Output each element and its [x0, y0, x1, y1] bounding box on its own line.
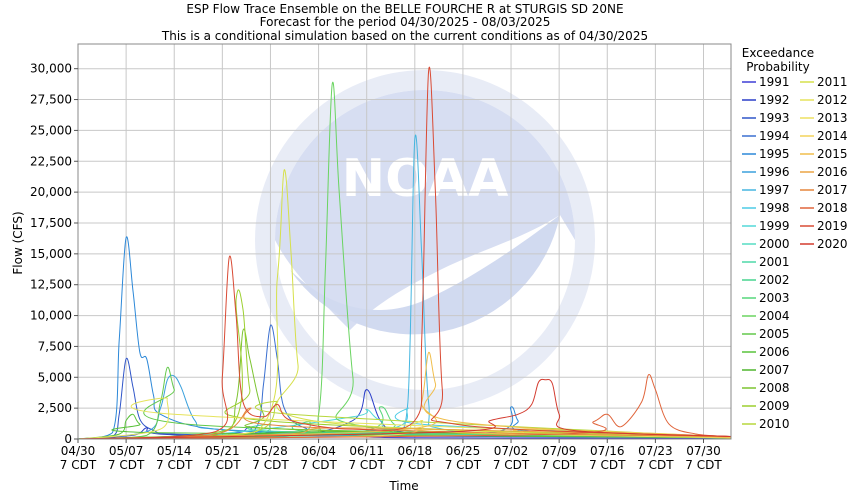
- y-tick-label: 22,500: [30, 154, 72, 168]
- x-tick-label-date: 05/21: [205, 444, 240, 458]
- y-tick-label: 10,000: [30, 309, 72, 323]
- y-axis-title: Flow (CFS): [11, 211, 25, 274]
- legend-label-1997: 1997: [759, 183, 790, 197]
- x-tick-label-time: 7 CDT: [637, 458, 674, 472]
- x-tick-label-time: 7 CDT: [589, 458, 626, 472]
- y-tick-label: 15,000: [30, 247, 72, 261]
- y-tick-label: 27,500: [30, 93, 72, 107]
- legend-label-2004: 2004: [759, 309, 790, 323]
- legend: Exceedance Probability 19911992199319941…: [742, 46, 848, 431]
- legend-title-line-1: Exceedance: [742, 46, 814, 60]
- legend-label-2006: 2006: [759, 345, 790, 359]
- y-tick-label: 0: [64, 432, 72, 446]
- legend-label-2016: 2016: [817, 165, 848, 179]
- legend-label-2009: 2009: [759, 399, 790, 413]
- series-line-2015: [77, 352, 732, 440]
- series-lines: [77, 66, 732, 440]
- x-tick-label-time: 7 CDT: [445, 458, 482, 472]
- x-tick-label-time: 7 CDT: [541, 458, 578, 472]
- legend-label-2005: 2005: [759, 327, 790, 341]
- legend-label-2017: 2017: [817, 183, 848, 197]
- legend-label-2020: 2020: [817, 237, 848, 251]
- x-tick-label-date: 05/07: [109, 444, 144, 458]
- x-tick-label-time: 7 CDT: [685, 458, 722, 472]
- x-tick-label-time: 7 CDT: [252, 458, 289, 472]
- y-tick-labels: 0 2,500 5,000 7,500 10,000 12,500 15,000 17,500…: [30, 62, 78, 446]
- series-line-1995: [77, 236, 732, 440]
- x-tick-label-date: 06/04: [301, 444, 336, 458]
- x-tick-label-date: 07/16: [590, 444, 625, 458]
- legend-label-2007: 2007: [759, 363, 790, 377]
- legend-label-2011: 2011: [817, 75, 848, 89]
- legend-entries: 1991 1992 1993 1994 1995 1996 1997 1998 1999 2000…: [742, 75, 848, 431]
- x-tick-label-time: 7 CDT: [60, 458, 97, 472]
- x-tick-label-time: 7 CDT: [108, 458, 145, 472]
- series-line-2020: [77, 378, 732, 440]
- x-tick-label-time: 7 CDT: [204, 458, 241, 472]
- legend-label-2012: 2012: [817, 93, 848, 107]
- legend-label-2014: 2014: [817, 129, 848, 143]
- legend-label-1999: 1999: [759, 219, 790, 233]
- y-tick-label: 25,000: [30, 123, 72, 137]
- legend-label-1995: 1995: [759, 147, 790, 161]
- legend-label-2002: 2002: [759, 273, 790, 287]
- title-line-1: ESP Flow Trace Ensemble on the BELLE FOU…: [186, 2, 623, 16]
- x-axis-title: Time: [388, 479, 418, 493]
- noaa-watermark: NOAA: [255, 70, 595, 410]
- series-line-2018: [77, 374, 732, 440]
- legend-label-2000: 2000: [759, 237, 790, 251]
- legend-label-2008: 2008: [759, 381, 790, 395]
- x-tick-label-date: 07/23: [638, 444, 673, 458]
- legend-label-2019: 2019: [817, 219, 848, 233]
- legend-label-1991: 1991: [759, 75, 790, 89]
- legend-label-1992: 1992: [759, 93, 790, 107]
- legend-title-line-2: Probability: [746, 60, 809, 74]
- legend-label-2015: 2015: [817, 147, 848, 161]
- x-tick-label-date: 05/14: [157, 444, 192, 458]
- y-tick-label: 30,000: [30, 62, 72, 76]
- legend-label-2013: 2013: [817, 111, 848, 125]
- y-tick-label: 2,500: [38, 401, 72, 415]
- legend-label-2003: 2003: [759, 291, 790, 305]
- legend-label-1994: 1994: [759, 129, 790, 143]
- series-line-2017: [77, 407, 732, 440]
- x-tick-label-time: 7 CDT: [348, 458, 385, 472]
- x-tick-label-date: 07/09: [542, 444, 577, 458]
- legend-label-2018: 2018: [817, 201, 848, 215]
- legend-label-2010: 2010: [759, 417, 790, 431]
- legend-label-1993: 1993: [759, 111, 790, 125]
- series-line-2011: [77, 169, 732, 440]
- x-tick-label-date: 06/25: [446, 444, 481, 458]
- x-tick-label-date: 07/02: [494, 444, 529, 458]
- x-tick-label-date: 06/18: [398, 444, 433, 458]
- watermark-lower-disc: [290, 215, 560, 335]
- x-tick-label-date: 07/30: [686, 444, 721, 458]
- x-tick-label-date: 06/11: [349, 444, 384, 458]
- chart-title: ESP Flow Trace Ensemble on the BELLE FOU…: [161, 2, 648, 43]
- plot-frame: [77, 43, 732, 440]
- y-tick-label: 17,500: [30, 216, 72, 230]
- x-tick-label-time: 7 CDT: [300, 458, 337, 472]
- title-line-3: This is a conditional simulation based o…: [161, 29, 648, 43]
- title-line-2: Forecast for the period 04/30/2025 - 08/…: [260, 15, 551, 29]
- grid: [77, 44, 731, 440]
- series-line-2019: [77, 66, 732, 440]
- x-tick-label-date: 05/28: [253, 444, 288, 458]
- y-tick-label: 5,000: [38, 370, 72, 384]
- y-tick-label: 20,000: [30, 185, 72, 199]
- y-tick-label: 12,500: [30, 278, 72, 292]
- legend-label-1996: 1996: [759, 165, 790, 179]
- x-tick-label-time: 7 CDT: [493, 458, 530, 472]
- y-tick-label: 7,500: [38, 339, 72, 353]
- legend-label-1998: 1998: [759, 201, 790, 215]
- x-tick-label-date: 04/30: [61, 444, 96, 458]
- x-tick-label-time: 7 CDT: [156, 458, 193, 472]
- legend-label-2001: 2001: [759, 255, 790, 269]
- x-tick-label-time: 7 CDT: [397, 458, 434, 472]
